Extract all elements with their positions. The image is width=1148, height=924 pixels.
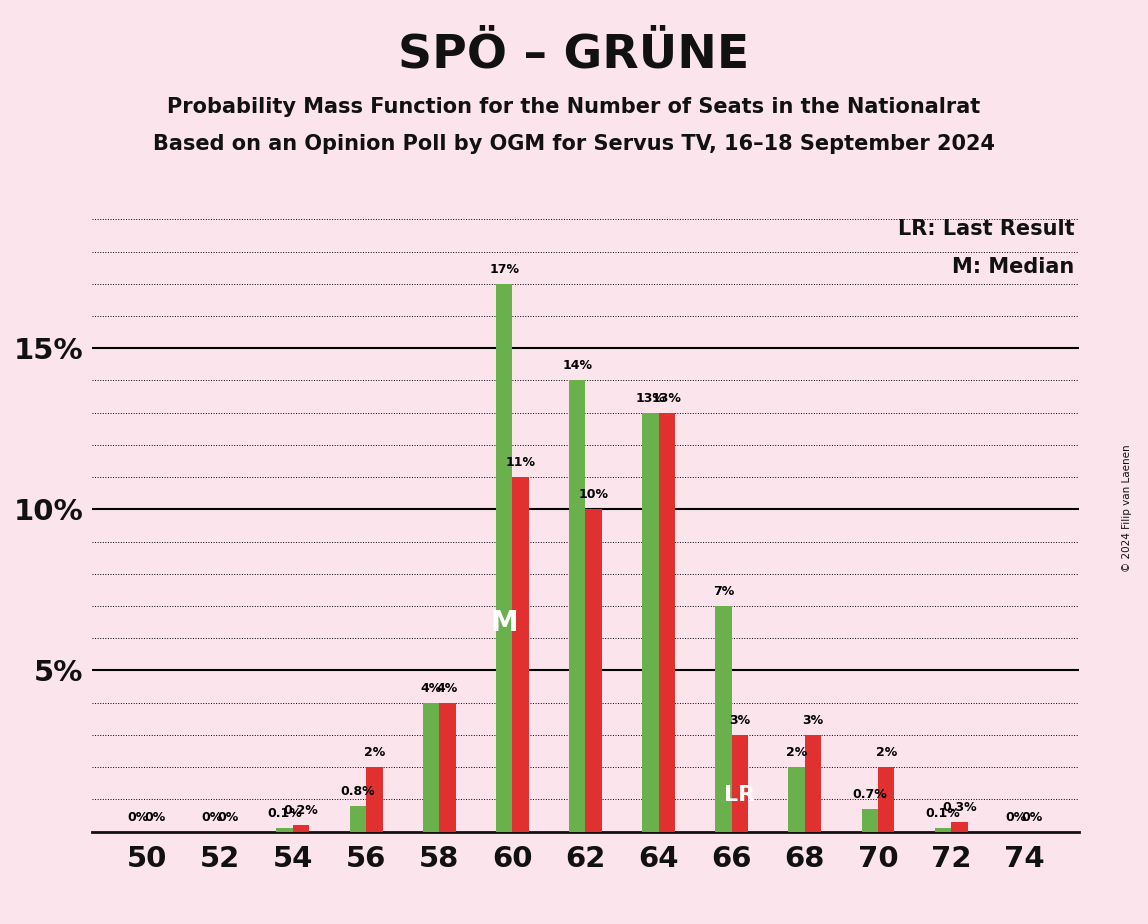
Bar [715,606,731,832]
Bar [350,806,366,832]
Text: 11%: 11% [505,456,536,469]
Text: 0%: 0% [127,810,149,823]
Text: M: M [490,610,518,638]
Text: 13%: 13% [652,392,682,405]
Text: LR: Last Result: LR: Last Result [898,219,1075,239]
Text: 0.7%: 0.7% [853,788,887,801]
Text: 14%: 14% [563,359,592,372]
Text: 0.1%: 0.1% [267,808,302,821]
Bar [731,735,748,832]
Text: 0%: 0% [1006,810,1026,823]
Text: 3%: 3% [802,714,823,727]
Text: Probability Mass Function for the Number of Seats in the Nationalrat: Probability Mass Function for the Number… [168,97,980,117]
Text: © 2024 Filip van Laenen: © 2024 Filip van Laenen [1123,444,1132,572]
Bar [422,703,440,832]
Text: 0%: 0% [1022,810,1044,823]
Bar [440,703,456,832]
Bar [512,477,529,832]
Text: 0.8%: 0.8% [341,784,375,797]
Text: 3%: 3% [729,714,751,727]
Text: Based on an Opinion Poll by OGM for Servus TV, 16–18 September 2024: Based on an Opinion Poll by OGM for Serv… [153,134,995,154]
Text: 0.2%: 0.2% [284,804,318,817]
Bar [277,829,293,832]
Text: 0.3%: 0.3% [943,801,977,814]
Text: 4%: 4% [420,682,442,695]
Bar [569,381,585,832]
Text: 2%: 2% [364,746,385,760]
Text: 0%: 0% [145,810,165,823]
Text: 0.1%: 0.1% [925,808,960,821]
Bar [805,735,821,832]
Text: 10%: 10% [579,488,608,502]
Text: 2%: 2% [786,746,807,760]
Bar [293,825,310,832]
Text: 7%: 7% [713,585,734,598]
Text: 13%: 13% [636,392,666,405]
Bar [496,284,512,832]
Bar [934,829,952,832]
Bar [861,809,878,832]
Bar [878,767,894,832]
Text: M: Median: M: Median [952,257,1075,276]
Bar [585,509,602,832]
Text: SPÖ – GRÜNE: SPÖ – GRÜNE [398,32,750,78]
Bar [789,767,805,832]
Text: LR: LR [724,784,755,805]
Bar [642,413,659,832]
Text: 4%: 4% [437,682,458,695]
Bar [952,822,968,832]
Bar [659,413,675,832]
Text: 0%: 0% [217,810,239,823]
Text: 2%: 2% [876,746,897,760]
Text: 0%: 0% [201,810,223,823]
Text: 17%: 17% [489,262,519,275]
Bar [366,767,382,832]
